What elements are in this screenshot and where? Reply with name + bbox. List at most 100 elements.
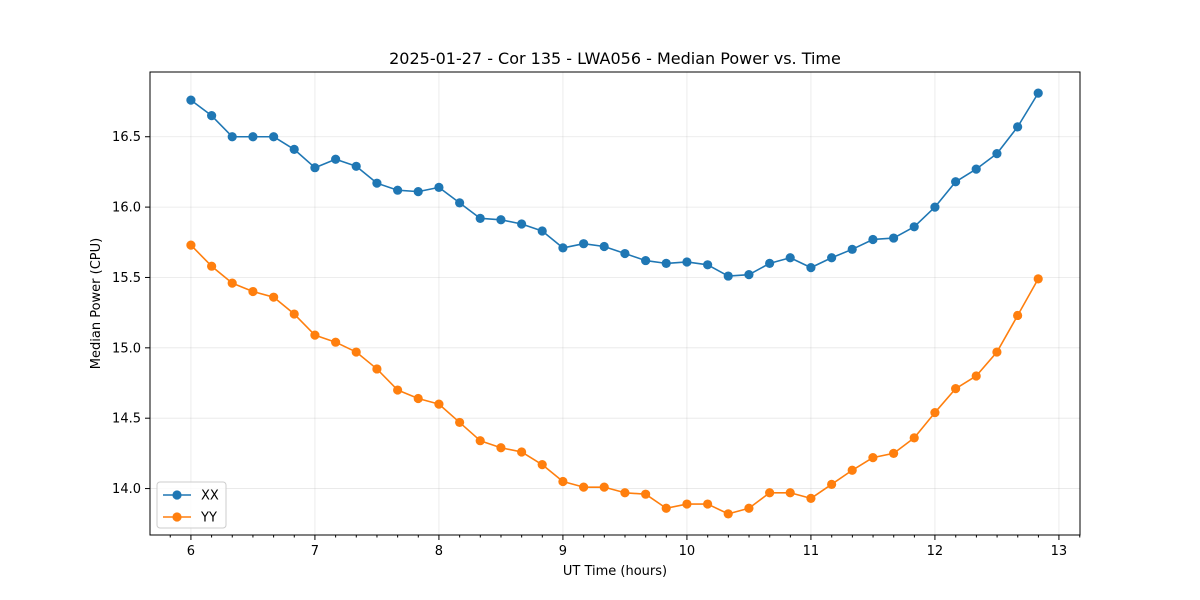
data-point-xx [537, 226, 547, 236]
data-point-xx [620, 248, 630, 259]
data-point-xx [434, 182, 444, 192]
data-point-yy [517, 447, 527, 457]
data-point-xx [248, 132, 258, 142]
series-layer [186, 88, 1043, 519]
data-point-yy [703, 499, 713, 509]
data-point-xx [951, 177, 961, 187]
data-point-yy [682, 499, 692, 509]
legend-label-yy: YY [200, 511, 217, 526]
legend-label-xx: XX [201, 489, 219, 504]
data-point-yy [744, 503, 754, 513]
y-axis-label: Median Power (CPU) [89, 238, 104, 369]
data-point-xx [1013, 122, 1023, 132]
x-tick-label: 12 [927, 544, 944, 559]
data-point-xx [393, 185, 403, 195]
legend-marker-yy [172, 512, 182, 522]
data-point-yy [951, 384, 961, 394]
data-point-yy [847, 465, 857, 475]
y-tick-label: 15.5 [112, 271, 141, 286]
data-point-xx [930, 202, 940, 212]
data-point-yy [785, 488, 795, 498]
data-point-xx [496, 215, 506, 225]
data-point-yy [393, 385, 403, 395]
data-point-yy [455, 417, 465, 428]
data-point-xx [785, 253, 795, 263]
series-line-yy [190, 244, 1039, 515]
data-point-xx [289, 144, 299, 154]
data-point-xx [847, 244, 857, 254]
data-point-xx [703, 260, 713, 270]
y-tick-label: 14.5 [112, 412, 141, 427]
data-point-yy [227, 278, 237, 288]
x-tick-label: 6 [187, 544, 195, 559]
data-point-yy [269, 292, 279, 302]
data-point-xx [971, 164, 981, 174]
x-tick-label: 8 [435, 544, 443, 559]
legend-item-yy: YY [163, 511, 217, 526]
data-point-yy [641, 489, 651, 499]
legend-marker-xx [172, 490, 182, 500]
data-point-yy [868, 453, 878, 463]
data-point-yy [351, 347, 361, 357]
x-axis-label: UT Time (hours) [563, 564, 667, 579]
data-point-xx [558, 243, 568, 253]
data-point-yy [971, 371, 981, 381]
data-point-xx [372, 178, 382, 188]
data-point-xx [909, 222, 919, 232]
series-line-xx [190, 92, 1039, 277]
data-point-yy [413, 393, 423, 404]
data-point-yy [558, 476, 568, 487]
data-point-xx [269, 132, 279, 142]
data-point-xx [475, 213, 485, 223]
y-tick-label: 15.0 [112, 341, 141, 356]
data-point-xx [351, 161, 361, 171]
x-tick-label: 13 [1051, 544, 1068, 559]
data-point-yy [889, 448, 899, 458]
data-point-yy [248, 286, 258, 297]
data-point-yy [579, 482, 589, 492]
series-xx [186, 88, 1043, 281]
data-point-xx [868, 234, 878, 245]
y-tick-label: 14.0 [112, 482, 141, 497]
series-yy [186, 240, 1043, 519]
data-point-yy [930, 407, 940, 418]
data-point-xx [579, 239, 589, 249]
data-point-yy [806, 493, 816, 504]
y-tick-label: 16.5 [112, 130, 141, 145]
data-point-yy [289, 309, 299, 319]
data-point-xx [310, 163, 320, 173]
data-point-yy [1033, 274, 1043, 284]
data-point-xx [1033, 88, 1043, 98]
data-point-xx [661, 258, 671, 268]
data-point-yy [475, 436, 485, 446]
data-point-xx [455, 198, 465, 208]
data-point-yy [537, 460, 547, 470]
data-point-yy [599, 482, 609, 492]
data-point-xx [806, 263, 816, 273]
grid [150, 72, 1080, 535]
data-point-yy [496, 443, 506, 453]
x-tick-label: 11 [803, 544, 820, 559]
axes-frame [149, 71, 1081, 536]
ticks: 6 7 8 9 10 11 12 13 14.0 14.5 15.0 15.5 16.0 16.5 [112, 130, 1081, 559]
legend: XX YY [156, 481, 227, 529]
data-point-xx [517, 219, 527, 229]
data-point-yy [310, 330, 320, 340]
data-point-xx [599, 241, 609, 252]
legend-item-xx: XX [163, 489, 219, 504]
data-point-yy [186, 240, 196, 250]
data-point-xx [682, 257, 692, 267]
data-point-yy [372, 364, 382, 374]
data-point-xx [765, 258, 775, 268]
data-point-yy [909, 433, 919, 443]
x-tick-label: 9 [559, 544, 567, 559]
x-tick-label: 7 [311, 544, 319, 559]
data-point-yy [331, 337, 341, 347]
data-point-xx [992, 149, 1002, 159]
data-point-yy [992, 347, 1002, 357]
data-point-yy [723, 509, 733, 519]
data-point-yy [207, 261, 217, 271]
data-point-xx [207, 111, 217, 121]
data-point-yy [765, 488, 775, 498]
